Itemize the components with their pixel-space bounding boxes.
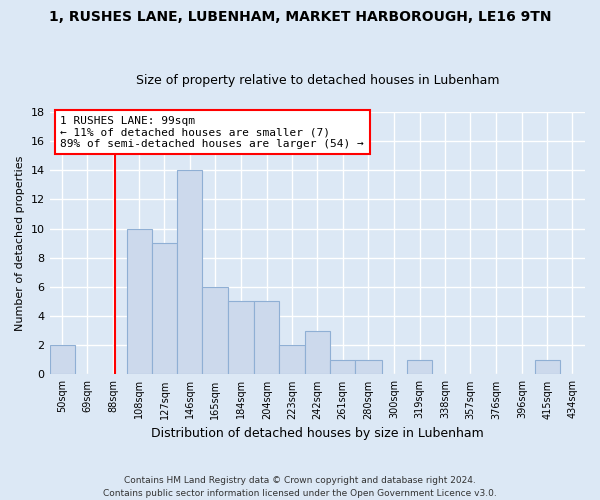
Text: 1, RUSHES LANE, LUBENHAM, MARKET HARBOROUGH, LE16 9TN: 1, RUSHES LANE, LUBENHAM, MARKET HARBORO… bbox=[49, 10, 551, 24]
Y-axis label: Number of detached properties: Number of detached properties bbox=[15, 156, 25, 331]
Bar bbox=[254, 302, 280, 374]
Bar bbox=[127, 228, 152, 374]
Title: Size of property relative to detached houses in Lubenham: Size of property relative to detached ho… bbox=[136, 74, 499, 87]
Bar bbox=[535, 360, 560, 374]
Bar bbox=[50, 345, 75, 374]
Bar bbox=[280, 345, 305, 374]
Bar bbox=[202, 287, 227, 374]
Bar bbox=[177, 170, 202, 374]
Bar bbox=[152, 243, 177, 374]
Bar bbox=[227, 302, 254, 374]
Bar bbox=[407, 360, 432, 374]
Bar bbox=[355, 360, 382, 374]
Bar bbox=[305, 330, 330, 374]
X-axis label: Distribution of detached houses by size in Lubenham: Distribution of detached houses by size … bbox=[151, 427, 484, 440]
Text: 1 RUSHES LANE: 99sqm
← 11% of detached houses are smaller (7)
89% of semi-detach: 1 RUSHES LANE: 99sqm ← 11% of detached h… bbox=[60, 116, 364, 149]
Text: Contains HM Land Registry data © Crown copyright and database right 2024.
Contai: Contains HM Land Registry data © Crown c… bbox=[103, 476, 497, 498]
Bar bbox=[330, 360, 355, 374]
